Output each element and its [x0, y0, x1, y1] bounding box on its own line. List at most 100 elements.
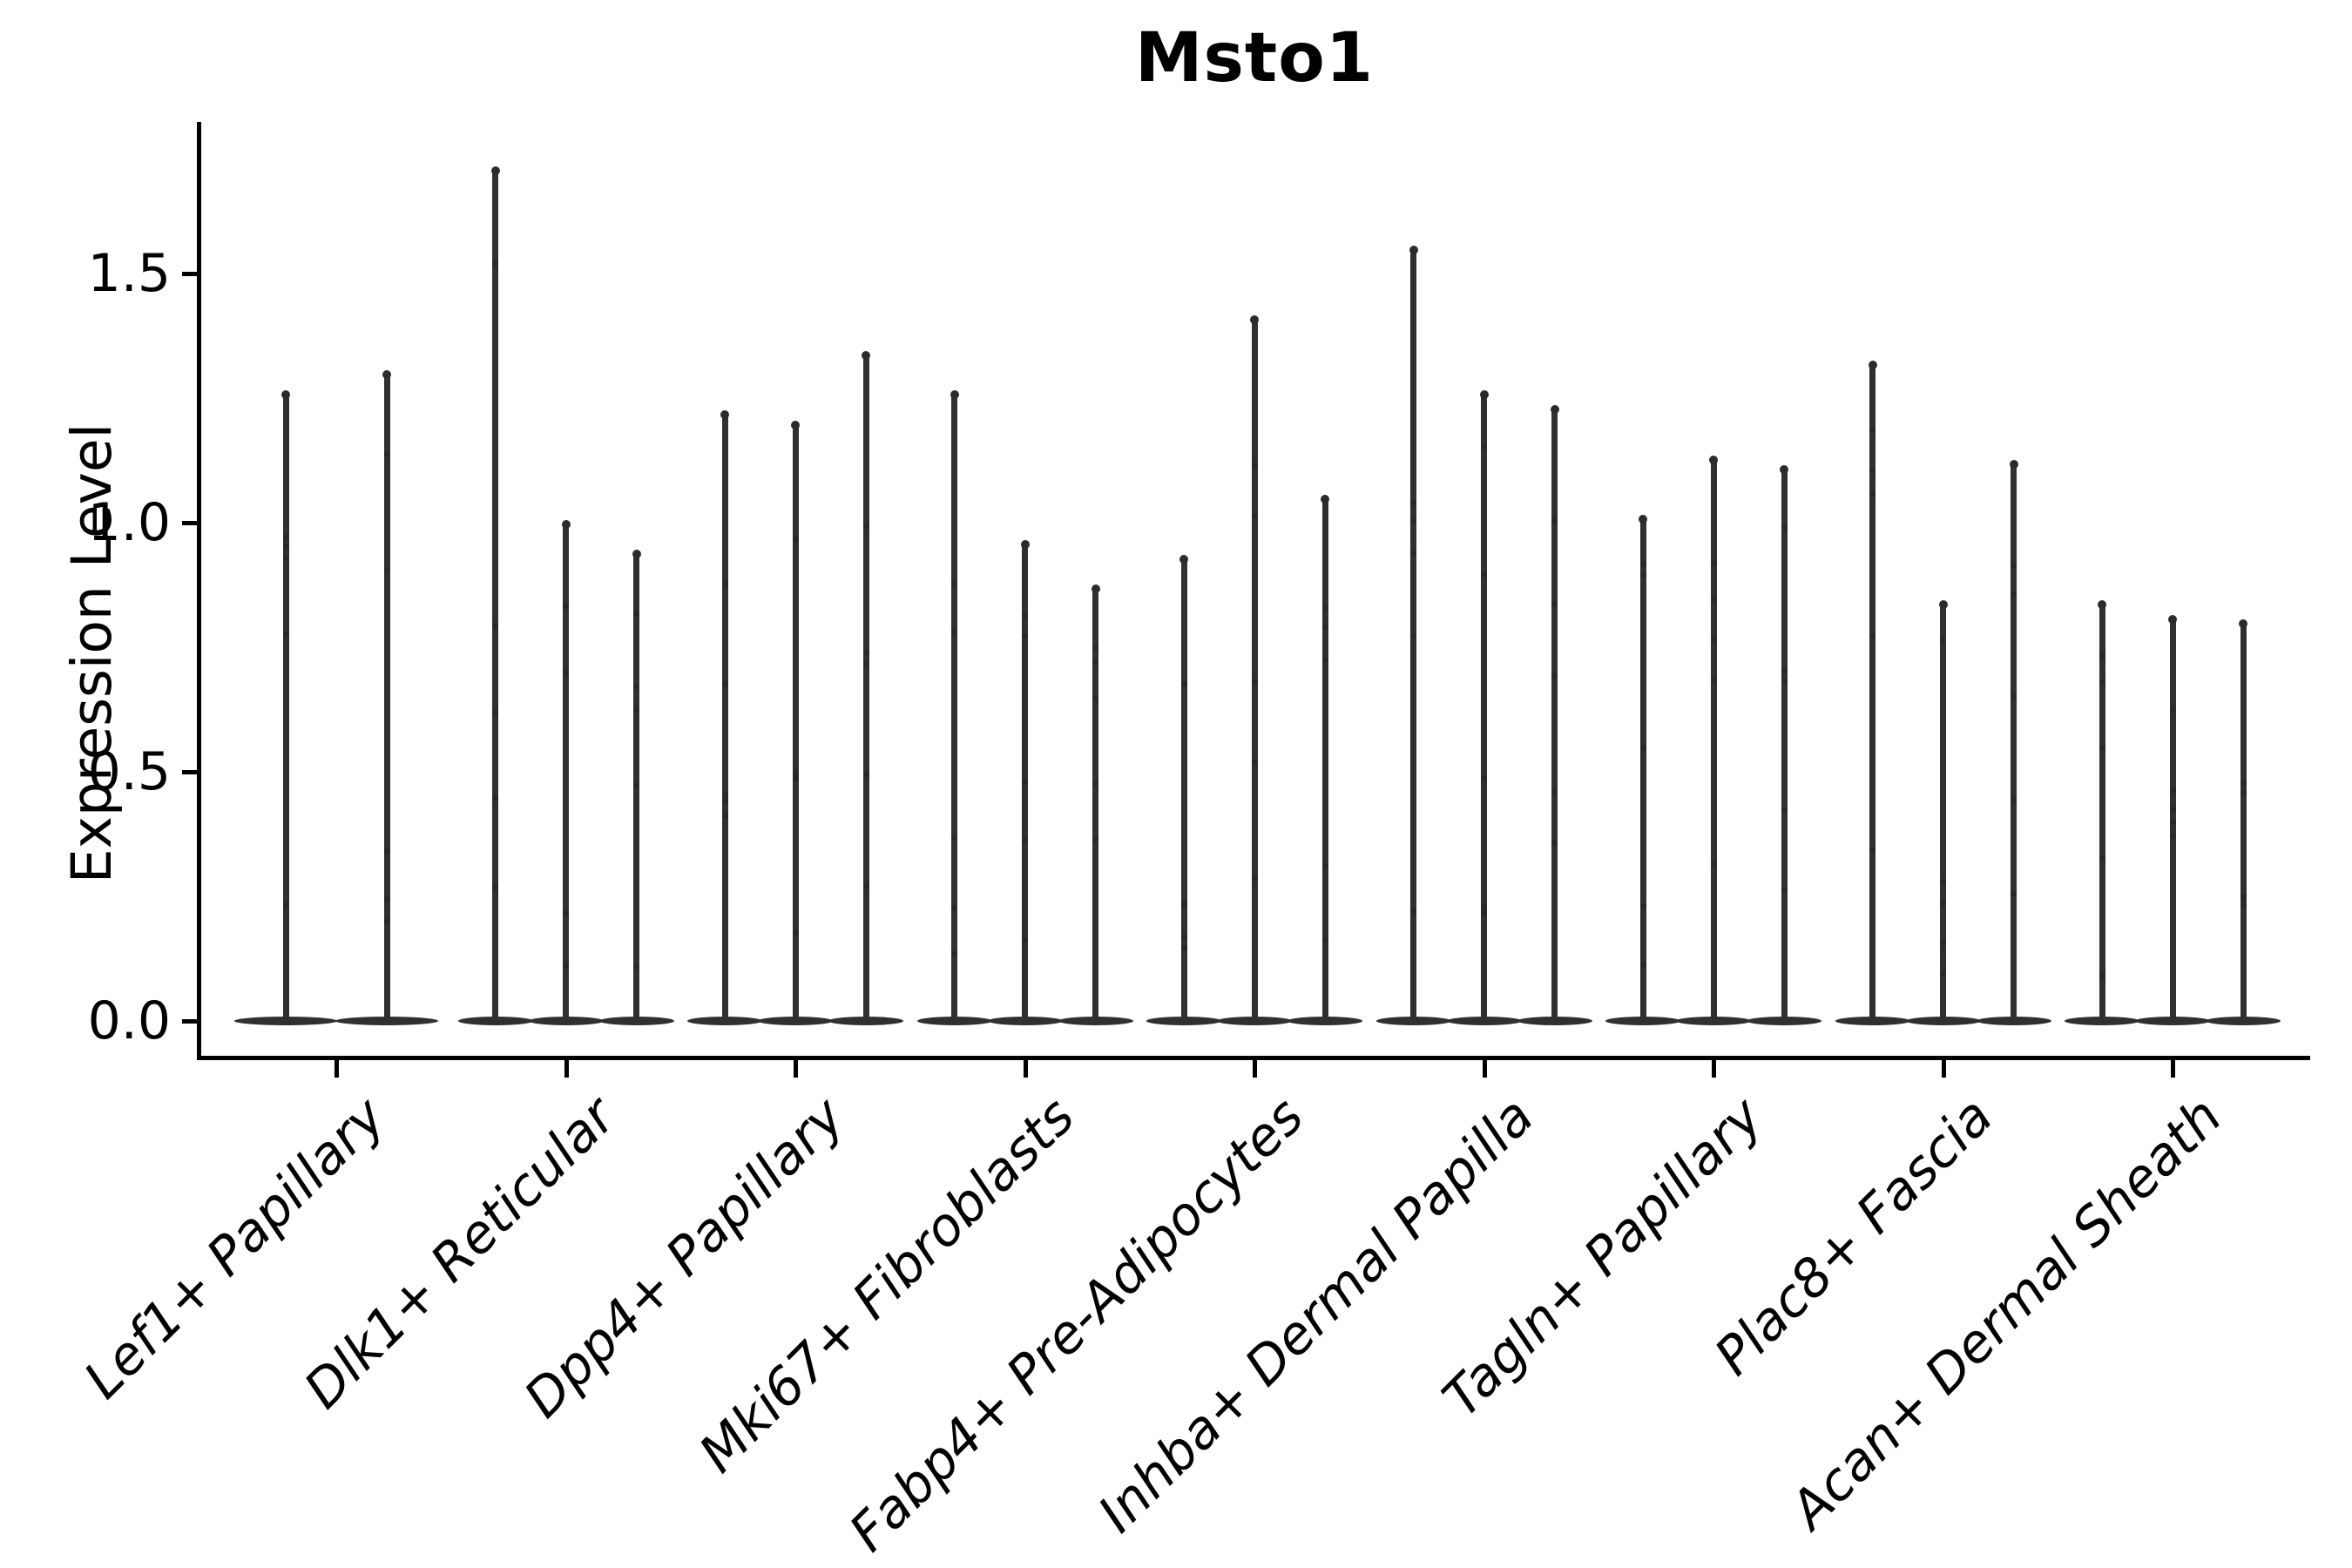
- jitter-dot: [1781, 808, 1788, 814]
- jitter-dot: [1869, 490, 1876, 497]
- jitter-dot: [2240, 788, 2247, 795]
- jitter-dot: [1639, 745, 1646, 752]
- jitter-dot: [1940, 899, 1946, 906]
- jitter-dot: [383, 451, 390, 458]
- violin-spike-tip: [2168, 614, 2177, 624]
- jitter-dot: [1410, 633, 1416, 640]
- violin-base: [2135, 1017, 2210, 1025]
- jitter-dot: [2169, 832, 2176, 839]
- jitter-dot: [1781, 886, 1788, 893]
- jitter-dot: [862, 882, 869, 889]
- jitter-dot: [1481, 775, 1487, 782]
- violin-spike: [951, 393, 957, 1021]
- violin-spike-tip: [1409, 246, 1418, 255]
- jitter-dot: [721, 798, 728, 805]
- violin-spike: [721, 413, 728, 1021]
- jitter-dot: [2169, 706, 2176, 713]
- jitter-dot: [1639, 962, 1646, 969]
- violin-base: [2065, 1017, 2139, 1025]
- jitter-dot: [383, 566, 390, 573]
- jitter-dot: [2099, 679, 2105, 686]
- violin-base: [828, 1017, 903, 1025]
- jitter-dot: [1781, 667, 1788, 674]
- violin-spike: [1251, 318, 1258, 1021]
- jitter-dot: [2099, 973, 2105, 980]
- jitter-dot: [1551, 517, 1558, 524]
- jitter-dot: [2099, 652, 2105, 659]
- x-tick: [1712, 1060, 1716, 1078]
- violin-spike-tip: [561, 520, 571, 529]
- violin-spike-tip: [632, 550, 641, 559]
- violin-spike: [1481, 393, 1487, 1021]
- jitter-dot: [1639, 902, 1646, 909]
- violin-spike: [1321, 497, 1328, 1021]
- violin-spike-tip: [1938, 599, 1948, 609]
- jitter-dot: [1410, 909, 1416, 916]
- jitter-dot: [2011, 693, 2017, 700]
- x-tick: [2171, 1060, 2175, 1078]
- violin-spike: [383, 373, 390, 1021]
- jitter-dot: [1410, 500, 1416, 507]
- jitter-dot: [1251, 760, 1258, 767]
- violin-spike: [792, 422, 799, 1021]
- violin-spike-tip: [1020, 539, 1030, 549]
- violin-spike-tip: [950, 390, 959, 400]
- jitter-dot: [2011, 591, 2017, 598]
- jitter-dot: [951, 630, 957, 637]
- jitter-dot: [1180, 901, 1187, 908]
- violin-base: [457, 1017, 533, 1025]
- jitter-dot: [792, 774, 799, 781]
- violin-base: [687, 1017, 762, 1025]
- jitter-dot: [1022, 837, 1028, 844]
- violin-spike-tip: [382, 370, 391, 380]
- violin-spike: [1940, 602, 1946, 1021]
- jitter-dot: [633, 963, 639, 970]
- jitter-dot: [2099, 744, 2105, 751]
- jitter-dot: [1710, 597, 1717, 604]
- jitter-dot: [721, 812, 728, 819]
- violin-spike-tip: [490, 166, 500, 175]
- jitter-dot: [1940, 938, 1946, 945]
- x-tick: [794, 1060, 798, 1078]
- violin-spike-tip: [1709, 455, 1718, 464]
- jitter-dot: [951, 905, 957, 912]
- violin-spike-tip: [791, 420, 800, 429]
- jitter-dot: [282, 533, 289, 540]
- jitter-dot: [1180, 944, 1187, 951]
- violin-base: [916, 1017, 992, 1025]
- violin-base: [234, 1017, 337, 1025]
- jitter-dot: [282, 902, 289, 909]
- violin-spike: [862, 353, 869, 1021]
- violin-spike-tip: [862, 350, 870, 360]
- y-tick: [182, 272, 197, 276]
- violin-base: [758, 1017, 833, 1025]
- violin-spike-tip: [1639, 515, 1647, 524]
- jitter-dot: [951, 581, 957, 588]
- x-tick: [1482, 1060, 1487, 1078]
- y-tick-label: 1.0: [87, 492, 171, 553]
- jitter-dot: [1869, 467, 1876, 474]
- jitter-dot: [2011, 563, 2017, 569]
- jitter-dot: [1551, 840, 1558, 847]
- violin-base: [987, 1017, 1063, 1025]
- jitter-dot: [1710, 675, 1717, 682]
- jitter-dot: [633, 683, 639, 690]
- violin-spike: [1781, 468, 1788, 1021]
- jitter-dot: [1869, 847, 1876, 854]
- jitter-dot: [1869, 428, 1876, 435]
- jitter-dot: [1551, 789, 1558, 796]
- violin-spike: [2240, 622, 2247, 1021]
- violin-base: [1905, 1017, 1981, 1025]
- jitter-dot: [1710, 559, 1717, 566]
- violin-spike: [2099, 602, 2105, 1021]
- violin-base: [1217, 1017, 1292, 1025]
- jitter-dot: [1092, 836, 1098, 843]
- jitter-dot: [1869, 632, 1876, 639]
- jitter-dot: [563, 669, 569, 676]
- jitter-dot: [862, 661, 869, 668]
- jitter-dot: [2169, 805, 2176, 812]
- violin-spike: [492, 168, 498, 1021]
- violin-spike: [1639, 517, 1646, 1021]
- jitter-dot: [383, 896, 390, 903]
- jitter-dot: [282, 544, 289, 551]
